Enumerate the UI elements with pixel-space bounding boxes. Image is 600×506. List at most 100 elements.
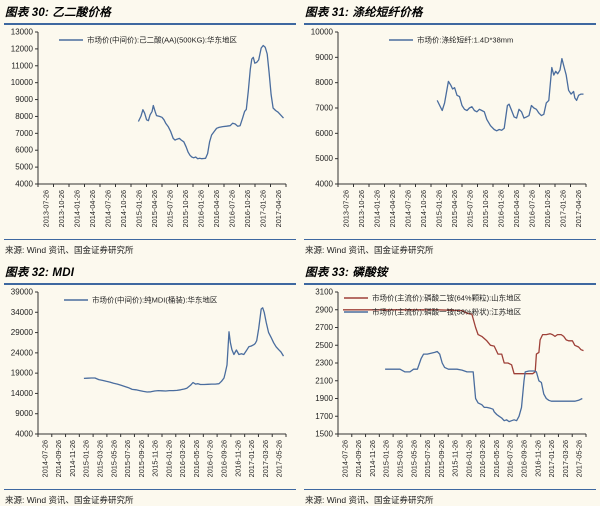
svg-text:2900: 2900 — [315, 305, 333, 314]
svg-text:2013-07-26: 2013-07-26 — [341, 190, 350, 227]
svg-text:2014-04-26: 2014-04-26 — [388, 190, 397, 227]
svg-text:2014-10-26: 2014-10-26 — [119, 190, 128, 227]
svg-text:2016-10-26: 2016-10-26 — [543, 190, 552, 227]
svg-text:5000: 5000 — [315, 154, 333, 163]
x-axis-labels: 2013-07-26 2013-10-26 2014-01-26 2014-04-26… — [337, 184, 587, 227]
svg-text:2014-07-26: 2014-07-26 — [340, 440, 349, 477]
legend: 市场价:涤纶短纤:1.4D*38mm — [389, 35, 513, 45]
figure-33-line-chart: 1500 1700 1900 2100 2300 2500 2700 2900 3100 2014… — [315, 288, 587, 477]
svg-text:7000: 7000 — [15, 129, 33, 138]
svg-text:2015-01-26: 2015-01-26 — [134, 190, 143, 227]
svg-text:2016-03-26: 2016-03-26 — [178, 440, 187, 477]
svg-text:2015-01-26: 2015-01-26 — [82, 440, 91, 477]
svg-text:2014-07-26: 2014-07-26 — [40, 440, 49, 477]
svg-text:2017-05-26: 2017-05-26 — [575, 440, 584, 477]
figure-31-title: 图表 31: 涤纶短纤价格 — [304, 2, 596, 25]
x-axis-labels: 2013-07-26 2013-10-26 2014-01-26 2014-04-26… — [37, 184, 287, 227]
series-line-0 — [436, 57, 584, 132]
svg-text:2016-01-26: 2016-01-26 — [196, 190, 205, 227]
x-axis-labels: 2014-07-26 2014-09-26 2014-11-26 2015-01-26… — [337, 434, 587, 477]
svg-text:2013-10-26: 2013-10-26 — [57, 190, 66, 227]
svg-text:11000: 11000 — [11, 61, 33, 70]
svg-text:2016-01-26: 2016-01-26 — [164, 440, 173, 477]
series-line-1 — [385, 350, 583, 423]
svg-text:2016-04-26: 2016-04-26 — [212, 190, 221, 227]
svg-text:2015-01-26: 2015-01-26 — [382, 440, 391, 477]
svg-text:市场价:涤纶短纤:1.4D*38mm: 市场价:涤纶短纤:1.4D*38mm — [417, 35, 513, 45]
svg-text:2016-03-26: 2016-03-26 — [478, 440, 487, 477]
svg-text:2015-07-26: 2015-07-26 — [123, 440, 132, 477]
svg-text:2015-04-26: 2015-04-26 — [150, 190, 159, 227]
svg-text:2016-04-26: 2016-04-26 — [512, 190, 521, 227]
svg-text:2015-09-26: 2015-09-26 — [137, 440, 146, 477]
svg-text:市场价(主流价):磷酸一铵(58%粉状):江苏地区: 市场价(主流价):磷酸一铵(58%粉状):江苏地区 — [372, 307, 522, 317]
svg-text:2015-07-26: 2015-07-26 — [423, 440, 432, 477]
svg-text:2015-07-26: 2015-07-26 — [465, 190, 474, 227]
svg-text:13000: 13000 — [11, 28, 34, 37]
svg-text:2015-04-26: 2015-04-26 — [450, 190, 459, 227]
svg-text:9000: 9000 — [15, 409, 33, 418]
panel-figure-33: 图表 33: 磷酸铵 1500 1700 1900 2100 2300 2500 2700 2… — [304, 262, 596, 506]
svg-text:2016-07-26: 2016-07-26 — [227, 190, 236, 227]
series-line-0 — [343, 309, 584, 375]
svg-text:市场价(主流价):磷酸二铵(64%颗粒):山东地区: 市场价(主流价):磷酸二铵(64%颗粒):山东地区 — [372, 293, 522, 303]
svg-text:2015-09-26: 2015-09-26 — [437, 440, 446, 477]
svg-text:2016-09-26: 2016-09-26 — [520, 440, 529, 477]
svg-text:2017-04-26: 2017-04-26 — [574, 190, 583, 227]
svg-text:9000: 9000 — [315, 53, 333, 62]
svg-text:2017-01-26: 2017-01-26 — [258, 190, 267, 227]
svg-text:2017-04-26: 2017-04-26 — [274, 190, 283, 227]
svg-text:4000: 4000 — [15, 430, 33, 439]
legend: 市场价(中间价):己二酸(AA)(500KG):华东地区 — [59, 35, 238, 45]
legend: 市场价(中间价):纯MDI(桶装):华东地区 — [64, 295, 218, 305]
figure-32-source: 来源: Wind 资讯、国金证券研究所 — [4, 489, 296, 506]
svg-text:2016-11-26: 2016-11-26 — [233, 440, 242, 477]
figure-32-title: 图表 32: MDI — [4, 262, 296, 285]
svg-text:6000: 6000 — [315, 129, 333, 138]
figure-30-title: 图表 30: 乙二酸价格 — [4, 2, 296, 25]
svg-text:2014-07-26: 2014-07-26 — [103, 190, 112, 227]
y-axis-labels: 4000 5000 6000 7000 8000 9000 10000 — [311, 28, 338, 189]
svg-text:19000: 19000 — [11, 369, 34, 378]
svg-text:2016-01-26: 2016-01-26 — [496, 190, 505, 227]
svg-text:2016-05-26: 2016-05-26 — [492, 440, 501, 477]
svg-text:2016-07-26: 2016-07-26 — [527, 190, 536, 227]
svg-text:2015-11-26: 2015-11-26 — [151, 440, 160, 477]
svg-text:2015-10-26: 2015-10-26 — [481, 190, 490, 227]
svg-text:4000: 4000 — [315, 180, 333, 189]
panel-figure-30: 图表 30: 乙二酸价格 4000 5000 6000 7000 8000 9000 100… — [4, 2, 296, 258]
svg-text:2014-07-26: 2014-07-26 — [403, 190, 412, 227]
axes — [37, 292, 286, 435]
svg-text:2017-01-26: 2017-01-26 — [247, 440, 256, 477]
svg-text:2014-01-26: 2014-01-26 — [372, 190, 381, 227]
svg-text:市场价(中间价):纯MDI(桶装):华东地区: 市场价(中间价):纯MDI(桶装):华东地区 — [92, 295, 218, 305]
svg-text:2016-05-26: 2016-05-26 — [192, 440, 201, 477]
series-line-0 — [83, 307, 285, 393]
svg-text:2100: 2100 — [315, 376, 333, 385]
y-axis-labels: 1500 1700 1900 2100 2300 2500 2700 2900 3100 — [315, 288, 338, 439]
svg-text:2015-10-26: 2015-10-26 — [181, 190, 190, 227]
svg-text:2014-09-26: 2014-09-26 — [54, 440, 63, 477]
figure-33-title: 图表 33: 磷酸铵 — [304, 262, 596, 285]
panel-figure-32: 图表 32: MDI 4000 9000 14000 19000 24000 29000 3… — [4, 262, 296, 506]
svg-text:2017-01-26: 2017-01-26 — [547, 440, 556, 477]
svg-text:12000: 12000 — [11, 44, 34, 53]
svg-text:2016-07-26: 2016-07-26 — [206, 440, 215, 477]
svg-text:2013-10-26: 2013-10-26 — [357, 190, 366, 227]
svg-text:2015-01-26: 2015-01-26 — [434, 190, 443, 227]
svg-text:2015-03-26: 2015-03-26 — [396, 440, 405, 477]
svg-text:2500: 2500 — [315, 341, 333, 350]
svg-text:2015-07-26: 2015-07-26 — [165, 190, 174, 227]
y-axis-labels: 4000 5000 6000 7000 8000 9000 10000 11000 12000 1… — [11, 28, 38, 189]
svg-text:2016-11-26: 2016-11-26 — [533, 440, 542, 477]
svg-text:2015-05-26: 2015-05-26 — [409, 440, 418, 477]
svg-text:14000: 14000 — [11, 389, 34, 398]
svg-text:2017-05-26: 2017-05-26 — [275, 440, 284, 477]
series-line-0 — [137, 44, 284, 160]
legend: 市场价(主流价):磷酸二铵(64%颗粒):山东地区市场价(主流价):磷酸一铵(5… — [344, 293, 522, 317]
svg-text:34000: 34000 — [11, 308, 34, 317]
svg-text:2015-05-26: 2015-05-26 — [109, 440, 118, 477]
axes — [337, 32, 586, 185]
